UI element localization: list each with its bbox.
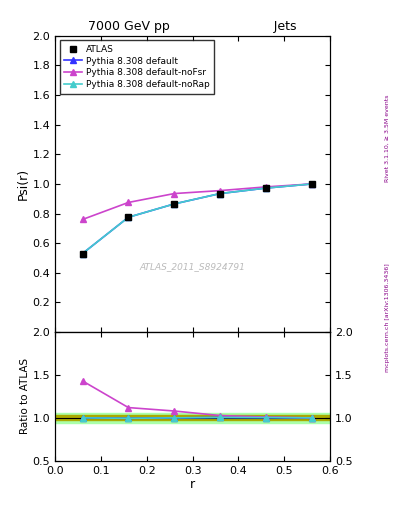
- ATLAS: [218, 191, 222, 197]
- Legend: ATLAS, Pythia 8.308 default, Pythia 8.308 default-noFsr, Pythia 8.308 default-no: ATLAS, Pythia 8.308 default, Pythia 8.30…: [59, 40, 214, 94]
- Line: ATLAS: ATLAS: [79, 180, 315, 257]
- Pythia 8.308 default-noFsr: [218, 187, 222, 194]
- X-axis label: r: r: [190, 478, 195, 492]
- Pythia 8.308 default-noFsr: [309, 181, 314, 187]
- ATLAS: [80, 250, 85, 257]
- ATLAS: [264, 185, 268, 191]
- Pythia 8.308 default: [126, 214, 131, 220]
- Bar: [55, 413, 330, 423]
- Line: Pythia 8.308 default: Pythia 8.308 default: [80, 181, 314, 257]
- Pythia 8.308 default-noRap: [126, 214, 131, 220]
- Pythia 8.308 default-noRap: [309, 181, 314, 187]
- Title: 7000 GeV pp                          Jets: 7000 GeV pp Jets: [88, 20, 297, 33]
- Pythia 8.308 default-noFsr: [264, 184, 268, 190]
- Pythia 8.308 default-noFsr: [172, 190, 176, 197]
- Line: Pythia 8.308 default-noRap: Pythia 8.308 default-noRap: [80, 181, 314, 257]
- Pythia 8.308 default: [218, 190, 222, 197]
- Line: Pythia 8.308 default-noFsr: Pythia 8.308 default-noFsr: [80, 181, 314, 222]
- Pythia 8.308 default-noFsr: [80, 217, 85, 223]
- Pythia 8.308 default: [309, 181, 314, 187]
- ATLAS: [126, 214, 131, 220]
- Bar: [55, 415, 330, 420]
- Pythia 8.308 default-noRap: [80, 250, 85, 257]
- Text: mcplots.cern.ch [arXiv:1306.3436]: mcplots.cern.ch [arXiv:1306.3436]: [385, 263, 389, 372]
- Y-axis label: Ratio to ATLAS: Ratio to ATLAS: [20, 358, 29, 435]
- Y-axis label: Psi(r): Psi(r): [17, 168, 29, 200]
- Text: ATLAS_2011_S8924791: ATLAS_2011_S8924791: [140, 262, 246, 271]
- Pythia 8.308 default: [80, 250, 85, 257]
- Pythia 8.308 default-noRap: [172, 201, 176, 207]
- ATLAS: [172, 201, 176, 207]
- Pythia 8.308 default-noFsr: [126, 199, 131, 205]
- Pythia 8.308 default: [172, 201, 176, 207]
- Pythia 8.308 default-noRap: [218, 190, 222, 197]
- Pythia 8.308 default: [264, 185, 268, 191]
- Pythia 8.308 default-noRap: [264, 185, 268, 191]
- Text: Rivet 3.1.10, ≥ 3.5M events: Rivet 3.1.10, ≥ 3.5M events: [385, 95, 389, 182]
- ATLAS: [309, 181, 314, 187]
